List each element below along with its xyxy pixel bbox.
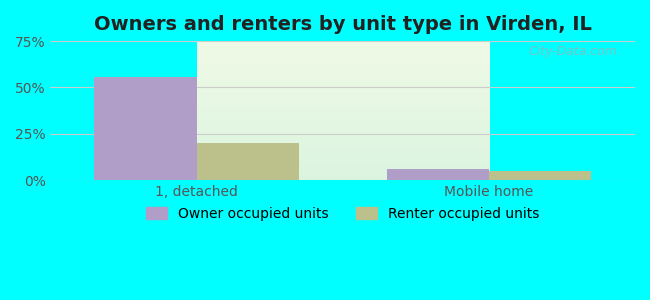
Bar xyxy=(196,143,299,180)
Bar xyxy=(94,77,196,180)
Bar xyxy=(387,169,489,180)
Title: Owners and renters by unit type in Virden, IL: Owners and renters by unit type in Virde… xyxy=(94,15,592,34)
Bar xyxy=(489,171,591,180)
Text: City-Data.com: City-Data.com xyxy=(528,45,618,58)
Legend: Owner occupied units, Renter occupied units: Owner occupied units, Renter occupied un… xyxy=(140,201,545,226)
